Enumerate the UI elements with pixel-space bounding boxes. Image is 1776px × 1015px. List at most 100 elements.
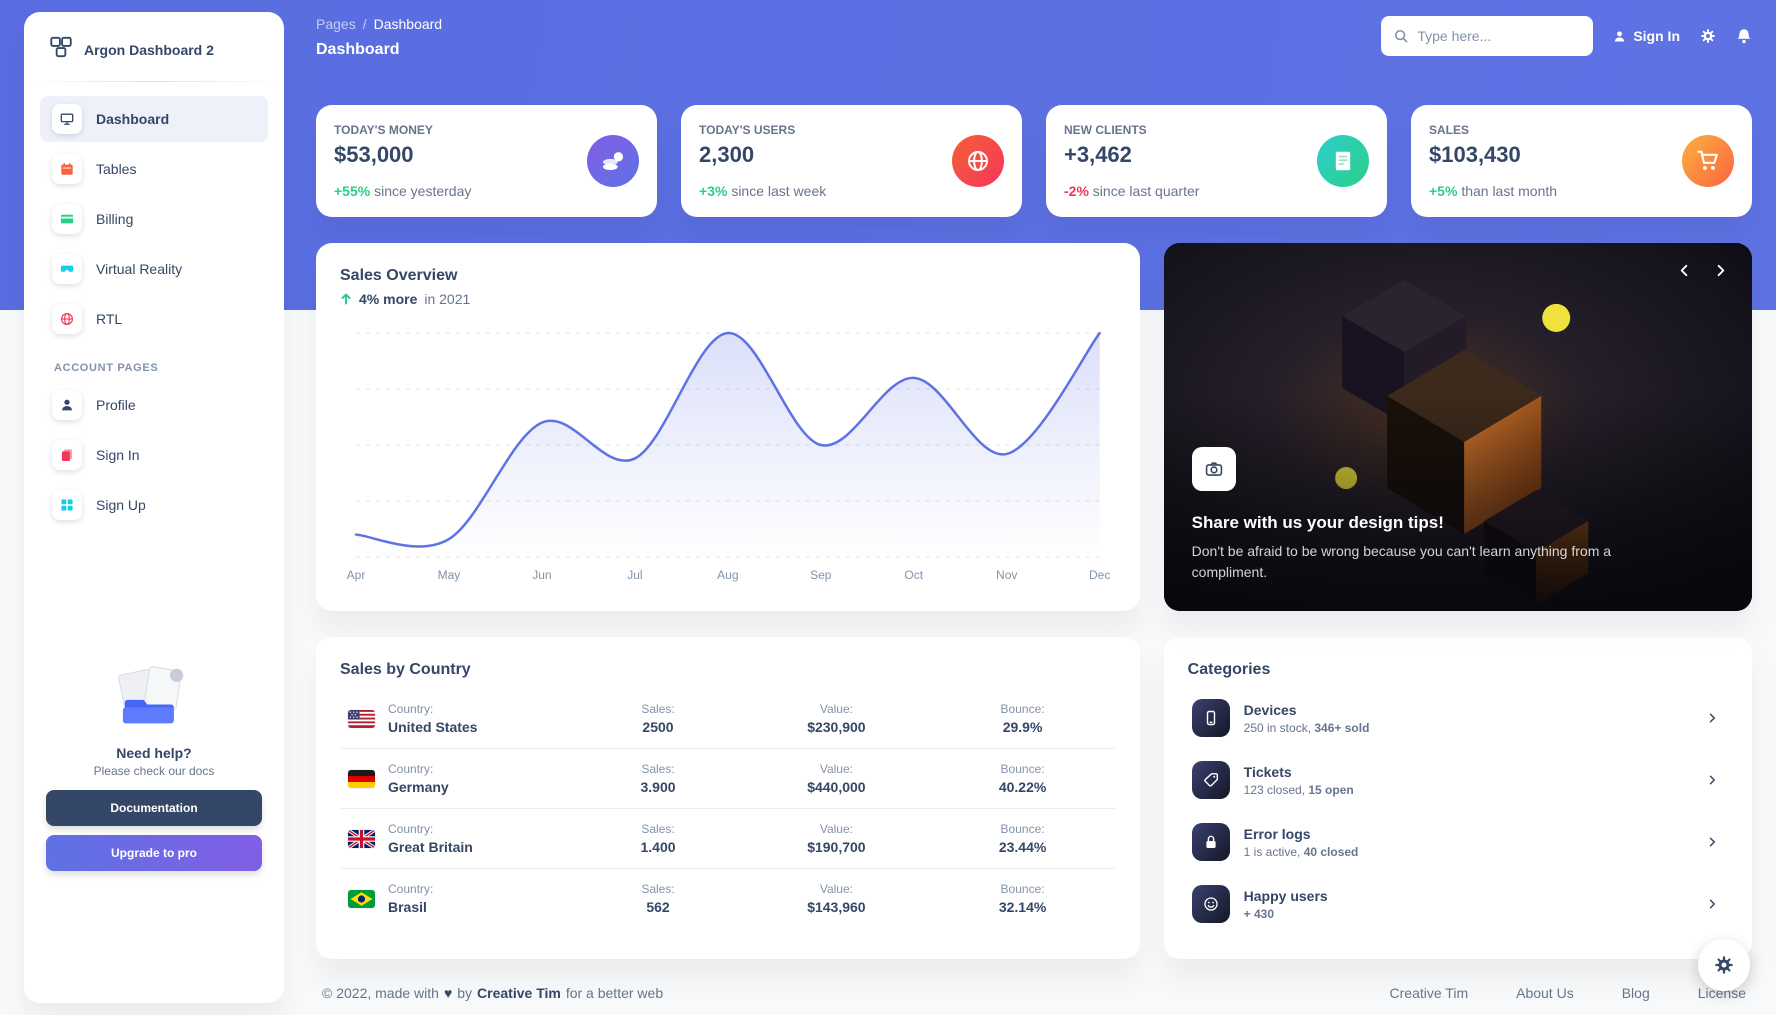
notifications-bell-button[interactable]: [1736, 28, 1752, 44]
stat-delta-text: than last month: [1461, 183, 1558, 199]
category-desc: + 430: [1243, 906, 1275, 921]
category-text: Tickets 123 closed, 15 open: [1244, 764, 1354, 797]
cell-label: Value:: [819, 822, 853, 836]
sidebar-divider: [24, 81, 284, 82]
stat-value: 2,300: [699, 142, 755, 167]
breadcrumb: Pages / Dashboard: [316, 16, 442, 32]
sidebar-item-rtl[interactable]: RTL: [40, 296, 268, 342]
category-item-error-logs[interactable]: Error logs 1 is active, 40 closed: [1188, 811, 1728, 873]
sales-value: 562: [646, 899, 670, 915]
cell-label: Bounce:: [1000, 702, 1045, 716]
shopping-cart-icon: [1682, 135, 1734, 187]
svg-text:Oct: Oct: [904, 568, 923, 582]
chevron-right-icon[interactable]: [1700, 768, 1724, 792]
category-item-happy-users[interactable]: Happy users + 430: [1188, 873, 1728, 935]
categories-title: Categories: [1187, 661, 1271, 678]
country-name: Germany: [388, 779, 449, 795]
bottom-row: Sales by Country: [316, 637, 1752, 959]
globe-icon: [52, 304, 82, 334]
camera-icon: [1191, 447, 1236, 491]
category-item-devices[interactable]: Devices 250 in stock, 346+ sold: [1188, 687, 1728, 749]
sidebar: Argon Dashboard 2 Dashboard Tables: [24, 12, 284, 1003]
sidebar-item-tables[interactable]: Tables: [40, 146, 268, 192]
svg-text:Apr: Apr: [347, 568, 366, 582]
sidebar-item-label: Tables: [96, 161, 137, 177]
brand[interactable]: Argon Dashboard 2: [40, 34, 268, 81]
docs-illustration: [106, 666, 202, 734]
upgrade-to-pro-button[interactable]: Upgrade to pro: [46, 835, 262, 871]
sales-overview-delta: 4% more: [359, 291, 418, 307]
category-name: Error logs: [1243, 825, 1311, 842]
help-title: Need help?: [116, 745, 192, 761]
person-icon: [1613, 30, 1626, 43]
world-icon: [952, 135, 1004, 187]
svg-text:May: May: [438, 568, 461, 582]
sidebar-item-label: Billing: [96, 211, 134, 227]
sidebar-item-dashboard[interactable]: Dashboard: [40, 96, 268, 142]
smile-icon: [1191, 885, 1230, 923]
stat-card-todays-users: TODAY'S USERS 2,300 +3% since last week: [681, 105, 1022, 217]
country-name: Great Britain: [388, 839, 473, 855]
sidebar-item-profile[interactable]: Profile: [40, 382, 268, 428]
carousel-prev-button[interactable]: [1671, 257, 1698, 284]
sidebar-item-label: Profile: [96, 397, 136, 413]
breadcrumb-separator: /: [362, 16, 367, 32]
sign-in-button[interactable]: Sign In: [1613, 28, 1680, 44]
cell-label: Country:: [388, 822, 434, 836]
chevron-right-icon[interactable]: [1700, 830, 1724, 854]
svg-text:Jun: Jun: [532, 568, 551, 582]
sidebar-item-virtual-reality[interactable]: Virtual Reality: [40, 246, 268, 292]
sidebar-item-sign-in[interactable]: Sign In: [40, 432, 268, 478]
promo-carousel-card: Share with us your design tips! Don't be…: [1163, 243, 1752, 611]
promo-title: Share with us your design tips!: [1191, 513, 1444, 532]
chevron-right-icon[interactable]: [1700, 706, 1724, 730]
stat-card-new-clients: NEW CLIENTS +3,462 -2% since last quarte…: [1046, 105, 1387, 217]
breadcrumb-root[interactable]: Pages: [316, 16, 356, 32]
tag-icon: [1191, 761, 1230, 799]
stat-value: $53,000: [334, 142, 414, 167]
sidebar-footer: Need help? Please check our docs Documen…: [40, 664, 268, 983]
stat-delta: -2% since last quarter: [1064, 183, 1199, 199]
cell-label: Value:: [819, 702, 853, 716]
copyright-brand[interactable]: Creative Tim: [477, 985, 561, 1001]
sales-value: 3.900: [640, 779, 676, 795]
flag-germany-icon: [348, 769, 375, 788]
stat-card-sales: SALES $103,430 +5% than last month: [1411, 105, 1752, 217]
stat-delta: +3% since last week: [699, 183, 826, 199]
sales-by-country-title: Sales by Country: [340, 661, 471, 678]
sales-overview-title: Sales Overview: [340, 267, 458, 284]
stat-text: NEW CLIENTS +3,462 -2% since last quarte…: [1064, 123, 1199, 199]
documentation-button[interactable]: Documentation: [46, 790, 262, 826]
settings-gear-button[interactable]: [1700, 28, 1716, 44]
sign-in-label: Sign In: [1633, 28, 1680, 44]
search-input[interactable]: [1417, 28, 1581, 44]
chevron-right-icon[interactable]: [1700, 892, 1724, 916]
sidebar-item-label: Virtual Reality: [96, 261, 183, 277]
table-row-germany: Country: Germany Sales: 3.900 Value: $44…: [340, 748, 1116, 809]
sales-overview-period: in 2021: [424, 291, 471, 307]
stat-delta-percent: -2%: [1064, 183, 1089, 199]
stat-label: TODAY'S USERS: [699, 123, 796, 137]
svg-text:Nov: Nov: [996, 568, 1017, 582]
footer-link-creative-tim[interactable]: Creative Tim: [1389, 985, 1469, 1001]
footer-link-blog[interactable]: Blog: [1621, 985, 1650, 1001]
account-pages-section-label: ACCOUNT PAGES: [54, 362, 159, 374]
bounce-rate: 29.9%: [1002, 719, 1043, 735]
cell-label: Sales:: [641, 882, 675, 896]
person-icon: [52, 390, 82, 420]
help-subtitle: Please check our docs: [93, 764, 215, 778]
stat-text: TODAY'S MONEY $53,000 +55% since yesterd…: [334, 123, 471, 199]
category-desc: 1 is active, 40 closed: [1243, 844, 1359, 859]
stat-delta: +5% than last month: [1429, 183, 1557, 199]
sidebar-item-billing[interactable]: Billing: [40, 196, 268, 242]
svg-text:Aug: Aug: [717, 568, 738, 582]
breadcrumb-block: Pages / Dashboard Dashboard: [316, 16, 442, 59]
cell-label: Bounce:: [1000, 762, 1045, 776]
category-name: Devices: [1243, 701, 1297, 718]
sidebar-item-sign-up[interactable]: Sign Up: [40, 482, 268, 528]
floating-settings-gear-button[interactable]: [1698, 939, 1750, 991]
carousel-next-button[interactable]: [1707, 257, 1734, 284]
category-item-tickets[interactable]: Tickets 123 closed, 15 open: [1188, 749, 1728, 811]
sidebar-item-label: Dashboard: [96, 111, 170, 127]
footer-link-about-us[interactable]: About Us: [1516, 985, 1574, 1001]
